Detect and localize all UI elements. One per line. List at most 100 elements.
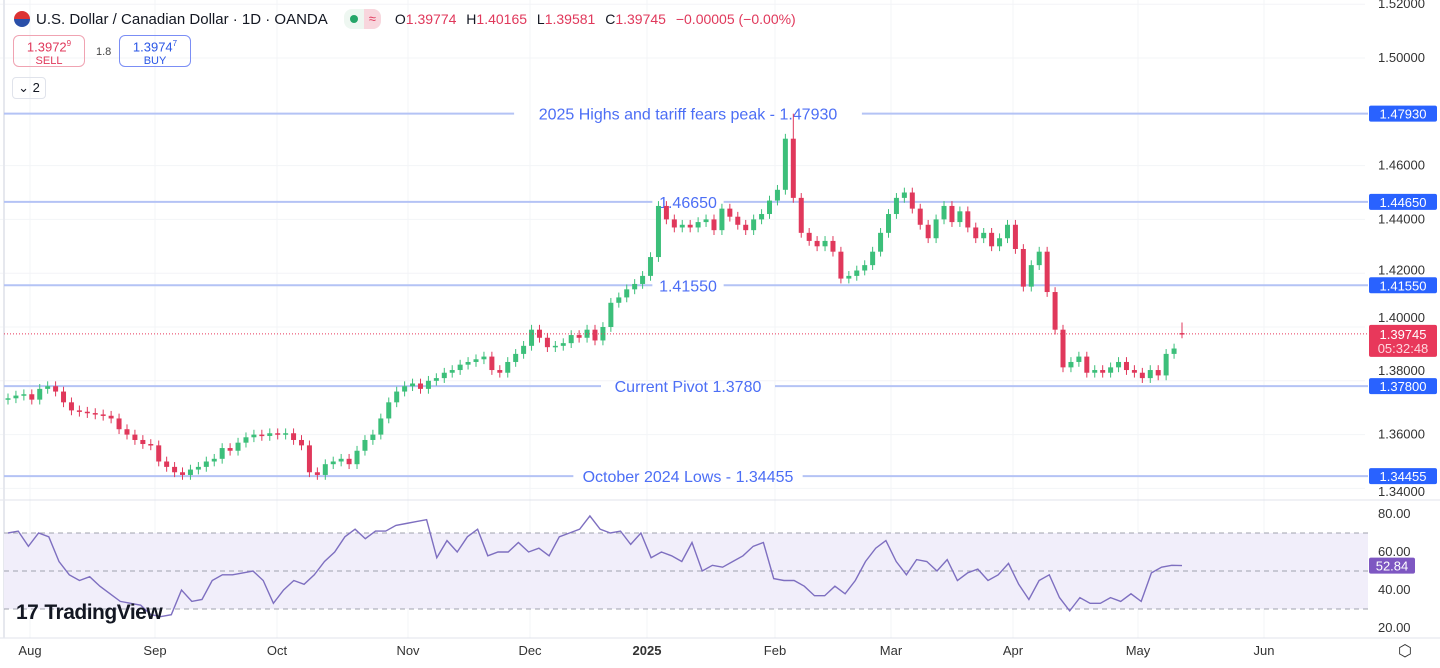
candle-up [211, 458, 217, 462]
candle-down [227, 448, 233, 451]
candle-up [187, 469, 193, 475]
candle-down [108, 415, 114, 419]
candle-down [61, 391, 67, 403]
candle-down [29, 394, 35, 400]
candle-down [798, 197, 804, 233]
candle-up [552, 345, 558, 348]
candle-down [1052, 292, 1058, 330]
candle-down [497, 370, 503, 373]
candle-down [989, 232, 995, 247]
candle-up [640, 275, 646, 284]
candle-down [917, 208, 923, 225]
level-axis-badge [1369, 193, 1437, 210]
candle-down [156, 445, 162, 462]
candle-up [203, 461, 209, 467]
buy-button[interactable]: 1.39747 BUY [119, 35, 191, 67]
candle-up [719, 208, 725, 231]
candle-up [410, 383, 416, 387]
candle-down [140, 439, 146, 445]
close-label: C [605, 11, 616, 27]
candle-down [576, 335, 582, 338]
rsi-axis-tick: 60.00 [1378, 544, 1411, 559]
candle-down [180, 472, 186, 475]
candle-up [473, 359, 479, 362]
candle-up [933, 219, 939, 239]
low-label: L [536, 11, 545, 27]
change-value: −0.00005 (−0.00%) [675, 11, 796, 27]
candle-up [235, 442, 241, 451]
bar-countdown: 05:32:48 [1378, 341, 1429, 356]
candle-down [830, 240, 836, 252]
candle-up [283, 433, 289, 435]
candle-down [68, 402, 74, 411]
status-pill[interactable]: ≈ [343, 9, 381, 29]
candle-up [251, 434, 257, 438]
candle-down [100, 414, 106, 416]
candle-down [814, 240, 820, 247]
buy-label: BUY [143, 55, 167, 68]
last-price-badge [1369, 324, 1437, 357]
price-axis-tick: 1.36000 [1378, 427, 1425, 442]
candle-up [219, 448, 225, 459]
candle-up [901, 192, 907, 198]
candle-up [1171, 348, 1177, 354]
rsi-value-badge [1369, 557, 1415, 574]
candle-up [846, 275, 852, 279]
market-open-dot-icon [349, 15, 358, 23]
candle-up [465, 361, 471, 365]
candle-up [854, 270, 860, 276]
candle-up [513, 353, 519, 362]
candle-down [790, 138, 796, 198]
time-axis-tick: Oct [267, 643, 288, 658]
candle-down [743, 224, 749, 231]
candle-up [878, 232, 884, 252]
tradingview-logo[interactable]: 17 TradingView [16, 601, 163, 625]
high-value: 1.40165 [476, 11, 528, 27]
high-label: H [466, 11, 477, 27]
level-axis-badge [1369, 468, 1437, 485]
candle-down [544, 337, 550, 348]
time-axis-tick: Jun [1254, 643, 1275, 658]
candle-up [941, 205, 947, 220]
candle-up [632, 283, 638, 290]
candle-down [671, 219, 677, 228]
candle-down [346, 458, 352, 465]
buy-price: 1.3974 [132, 39, 173, 55]
candle-up [616, 297, 622, 303]
price-axis-tick: 1.52000 [1378, 0, 1425, 11]
candle-up [505, 361, 511, 373]
level-axis-label: 1.44650 [1380, 195, 1427, 210]
candle-up [679, 224, 685, 228]
price-axis-tick: 1.38000 [1378, 363, 1425, 378]
candle-down [1123, 361, 1129, 371]
settings-icon[interactable]: ⬡ [1398, 643, 1412, 660]
candle-down [1044, 251, 1050, 293]
level-axis-badge [1369, 378, 1437, 395]
time-axis-tick: Aug [18, 643, 41, 658]
candle-up [624, 289, 630, 298]
candle-up [1004, 224, 1010, 239]
candle-up [1036, 251, 1042, 266]
candle-up [759, 214, 765, 220]
candle-down [592, 329, 598, 341]
candle-up [195, 466, 201, 470]
collapse-indicators-button[interactable]: ⌄ 2 [12, 77, 46, 99]
open-value: 1.39774 [405, 11, 457, 27]
sell-button[interactable]: 1.39729 SELL [13, 35, 85, 67]
spread-value: 1.8 [96, 46, 112, 58]
candle-down [1155, 370, 1161, 376]
candle-down [925, 224, 931, 239]
candle-up [521, 345, 527, 354]
candle-down [687, 224, 693, 228]
candle-up [767, 200, 773, 215]
rsi-axis-tick: 80.00 [1378, 506, 1411, 521]
candle-down [1100, 370, 1106, 373]
candle-up [600, 327, 606, 341]
candle-up [529, 329, 535, 346]
candle-down [1020, 248, 1026, 287]
symbol-title[interactable]: U.S. Dollar / Canadian Dollar · 1D · OAN… [36, 10, 328, 28]
candle-down [973, 227, 979, 239]
candle-up [870, 251, 876, 266]
candle-up [862, 265, 868, 271]
